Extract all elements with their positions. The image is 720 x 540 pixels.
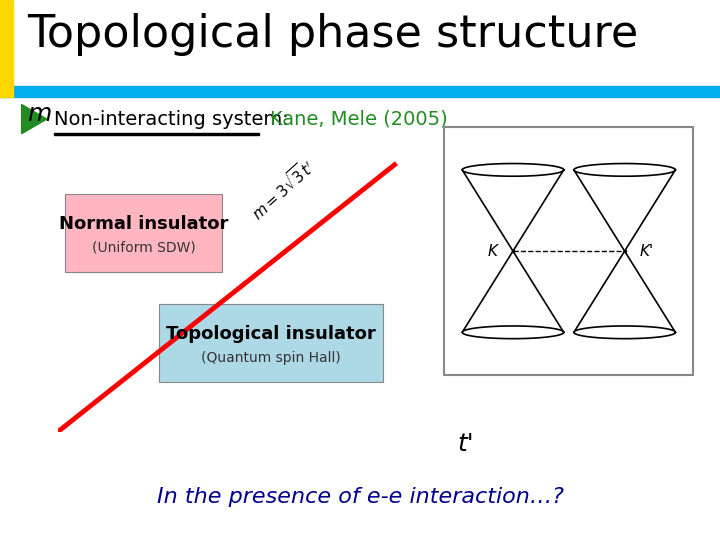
Text: Topological insulator: Topological insulator [166, 325, 376, 343]
FancyBboxPatch shape [65, 194, 222, 272]
Text: $m = 3\sqrt{3}t'$: $m = 3\sqrt{3}t'$ [246, 156, 319, 224]
FancyBboxPatch shape [158, 305, 383, 381]
Text: Non-interacting system:: Non-interacting system: [54, 110, 289, 129]
Bar [0, 85, 720, 97]
Text: Kane, Mele (2005): Kane, Mele (2005) [270, 110, 448, 129]
Text: In the presence of e-e interaction…?: In the presence of e-e interaction…? [156, 487, 564, 507]
Text: (Quantum spin Hall): (Quantum spin Hall) [201, 351, 341, 364]
Text: K': K' [640, 244, 654, 259]
Text: m: m [27, 102, 51, 126]
Bar [54, 133, 259, 135]
Text: Normal insulator: Normal insulator [59, 215, 228, 233]
Text: (Uniform SDW): (Uniform SDW) [92, 241, 196, 255]
Text: t': t' [457, 432, 474, 456]
Bar [0, 0, 13, 97]
Text: K: K [487, 244, 498, 259]
Polygon shape [22, 105, 47, 134]
Text: Topological phase structure: Topological phase structure [27, 12, 639, 56]
